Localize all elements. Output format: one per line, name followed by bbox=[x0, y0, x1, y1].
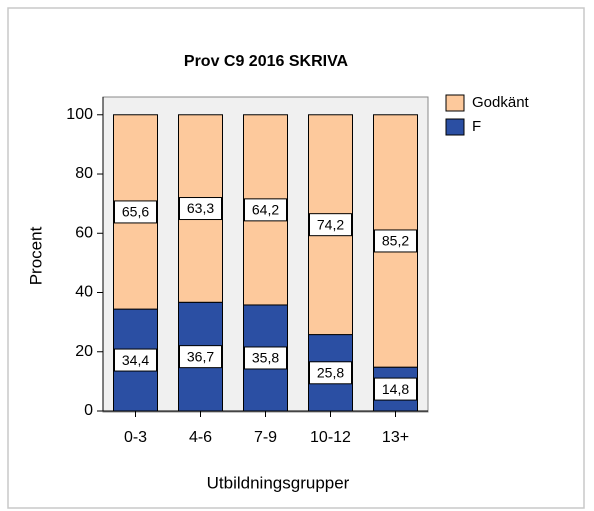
chart-title: Prov C9 2016 SKRIVA bbox=[184, 53, 349, 70]
legend-label: F bbox=[472, 118, 481, 135]
value-label: 34,4 bbox=[122, 352, 149, 368]
value-label: 65,6 bbox=[122, 204, 149, 220]
y-tick-label: 0 bbox=[84, 402, 93, 419]
value-label-box bbox=[114, 348, 157, 372]
x-tick-label: 7-9 bbox=[254, 429, 277, 446]
value-label: 14,8 bbox=[382, 381, 409, 397]
y-tick-label: 80 bbox=[75, 165, 93, 182]
value-label-box bbox=[309, 213, 352, 237]
value-label-box bbox=[309, 361, 352, 385]
value-label: 35,8 bbox=[252, 350, 279, 366]
legend-swatch bbox=[445, 118, 465, 136]
y-tick-label: 40 bbox=[75, 284, 93, 301]
value-label-box bbox=[374, 377, 417, 401]
x-tick-label: 4-6 bbox=[189, 429, 212, 446]
value-label: 36,7 bbox=[187, 348, 214, 364]
value-label-box bbox=[244, 346, 287, 370]
value-label: 85,2 bbox=[382, 233, 409, 249]
x-tick-label: 10-12 bbox=[310, 429, 351, 446]
y-tick-label: 100 bbox=[66, 106, 93, 123]
x-axis-title: Utbildningsgrupper bbox=[207, 473, 350, 492]
legend-swatch bbox=[445, 94, 465, 112]
value-label-box bbox=[179, 197, 222, 221]
value-label-box bbox=[374, 229, 417, 253]
value-label: 64,2 bbox=[252, 202, 279, 218]
value-label: 74,2 bbox=[317, 216, 344, 232]
value-label: 63,3 bbox=[187, 200, 214, 216]
x-tick-label: 0-3 bbox=[124, 429, 147, 446]
y-axis-title: Procent bbox=[26, 226, 45, 285]
value-label: 25,8 bbox=[317, 364, 344, 380]
y-tick-label: 60 bbox=[75, 224, 93, 241]
value-label-box bbox=[179, 345, 222, 369]
value-label-box bbox=[244, 198, 287, 222]
x-tick-label: 13+ bbox=[382, 429, 409, 446]
value-label-box bbox=[114, 200, 157, 224]
y-tick-label: 20 bbox=[75, 343, 93, 360]
legend-label: Godkänt bbox=[472, 94, 530, 111]
